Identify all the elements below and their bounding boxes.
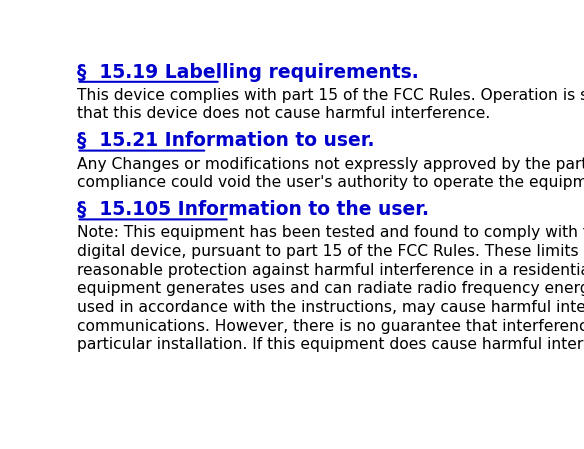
Text: used in accordance with the instructions, may cause harmful interference to radi: used in accordance with the instructions…	[77, 300, 584, 315]
Text: reasonable protection against harmful interference in a residential installation: reasonable protection against harmful in…	[77, 263, 584, 277]
Text: communications. However, there is no guarantee that interference will not occur : communications. However, there is no gua…	[77, 319, 584, 334]
Text: §  15.105 Information to the user.: § 15.105 Information to the user.	[77, 200, 429, 219]
Text: This device complies with part 15 of the FCC Rules. Operation is subject to the : This device complies with part 15 of the…	[77, 88, 584, 103]
Text: Any Changes or modifications not expressly approved by the party responsible for: Any Changes or modifications not express…	[77, 157, 584, 172]
Text: particular installation. If this equipment does cause harmful interference to ra: particular installation. If this equipme…	[77, 337, 584, 352]
Text: Note: This equipment has been tested and found to comply with the limits for a C: Note: This equipment has been tested and…	[77, 225, 584, 240]
Text: §  15.21 Information to user.: § 15.21 Information to user.	[77, 131, 374, 150]
Text: digital device, pursuant to part 15 of the FCC Rules. These limits are designed : digital device, pursuant to part 15 of t…	[77, 244, 584, 259]
Text: §  15.19 Labelling requirements.: § 15.19 Labelling requirements.	[77, 62, 418, 82]
Text: that this device does not cause harmful interference.: that this device does not cause harmful …	[77, 106, 490, 121]
Text: equipment generates uses and can radiate radio frequency energy and, if not inst: equipment generates uses and can radiate…	[77, 282, 584, 296]
Text: compliance could void the user's authority to operate the equipment.: compliance could void the user's authori…	[77, 175, 584, 190]
